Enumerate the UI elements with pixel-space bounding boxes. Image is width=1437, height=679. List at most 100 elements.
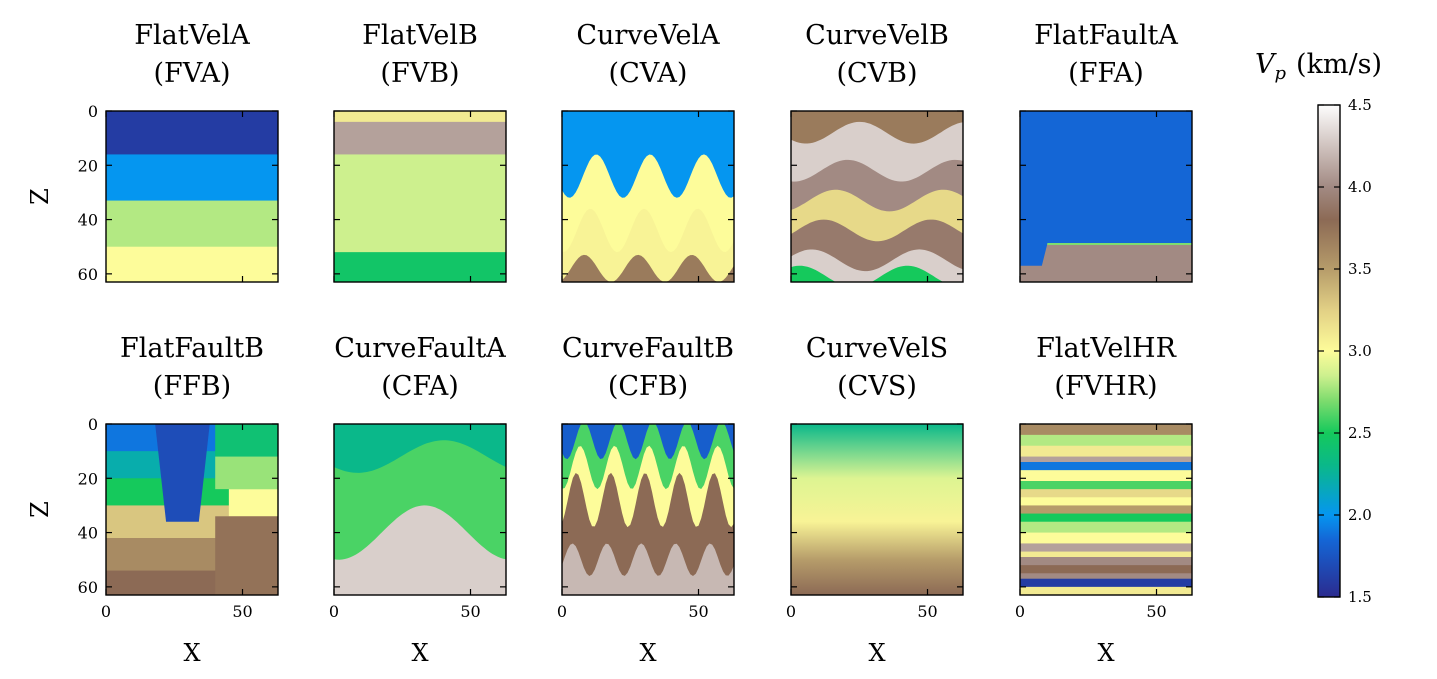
velocity-layer bbox=[1020, 456, 1192, 463]
x-tick-label: 50 bbox=[688, 602, 708, 621]
panel-cfa: 0 50 X CurveFaultA (CFA) bbox=[329, 333, 507, 667]
x-axis-label: X bbox=[639, 639, 656, 667]
velocity-layer bbox=[791, 265, 944, 282]
x-tick-label: 0 bbox=[557, 602, 567, 621]
panel-frame bbox=[1019, 423, 1193, 596]
panel-title-name: CurveFaultB bbox=[562, 333, 734, 364]
panel-fvhr: 0 50 X FlatVelHR (FVHR) bbox=[1015, 333, 1193, 667]
panel-cvs: 0 50 X CurveVelS (CVS) bbox=[786, 333, 964, 667]
velocity-layer bbox=[1020, 462, 1192, 471]
panel-image bbox=[106, 111, 278, 282]
velocity-layer bbox=[1020, 573, 1192, 580]
y-tick-label: 40 bbox=[78, 524, 98, 543]
velocity-layer bbox=[1020, 532, 1192, 544]
velocity-layer bbox=[334, 252, 506, 282]
panel-image bbox=[1020, 424, 1192, 595]
panel-ffb: 0 50 0 20 40 60 X Z FlatFaultB (FFB) bbox=[26, 333, 279, 667]
panel-frame bbox=[105, 423, 279, 596]
panel-fvb: FlatVelB (FVB) bbox=[333, 20, 507, 283]
panel-image bbox=[562, 424, 734, 595]
velocity-layer bbox=[1020, 244, 1192, 282]
x-axis-label: X bbox=[411, 639, 428, 667]
panel-cfb: 0 50 X CurveFaultB (CFB) bbox=[557, 333, 735, 667]
panel-title-name: CurveVelS bbox=[806, 333, 948, 364]
panel-title-name: CurveVelB bbox=[805, 20, 949, 51]
velocity-layer bbox=[1020, 586, 1192, 595]
y-axis-label: Z bbox=[26, 501, 54, 518]
panel-title-abbrev: (FVB) bbox=[380, 58, 459, 89]
colorbar-tick-label: 4.5 bbox=[1348, 96, 1372, 114]
velocity-layer bbox=[1020, 470, 1192, 482]
y-tick-label: 0 bbox=[88, 415, 98, 434]
y-tick-label: 20 bbox=[78, 156, 98, 175]
panel-fva: 0 20 40 60 Z FlatVelA (FVA) bbox=[26, 20, 279, 284]
panel-title-abbrev: (CFB) bbox=[608, 371, 688, 402]
velocity-layer bbox=[562, 254, 734, 282]
colorbar-tick-label: 2.5 bbox=[1348, 424, 1372, 442]
panel-frame bbox=[105, 110, 279, 283]
fault-block bbox=[155, 424, 210, 522]
panel-ffa: FlatFaultA (FFA) bbox=[1019, 20, 1193, 283]
panel-image bbox=[334, 424, 506, 595]
panel-title-name: FlatVelHR bbox=[1036, 333, 1176, 364]
panel-title-name: FlatFaultA bbox=[1034, 20, 1178, 51]
panel-title-name: CurveVelA bbox=[576, 20, 720, 51]
velocity-layer bbox=[1020, 557, 1192, 566]
colorbar-tick-label: 3.5 bbox=[1348, 260, 1372, 278]
colorbar-tick-label: 4.0 bbox=[1348, 178, 1372, 196]
velocity-layer bbox=[106, 154, 278, 202]
colorbar-tick-label: 2.0 bbox=[1348, 506, 1372, 524]
x-tick-label: 0 bbox=[101, 602, 111, 621]
x-axis-label: X bbox=[868, 639, 885, 667]
panel-cvb: CurveVelB (CVB) bbox=[790, 20, 964, 283]
velocity-layer bbox=[334, 505, 506, 595]
velocity-layer bbox=[1020, 521, 1192, 534]
panel-image bbox=[106, 424, 278, 595]
x-tick-label: 50 bbox=[1146, 602, 1166, 621]
x-tick-label: 0 bbox=[786, 602, 796, 621]
colorbar-label: Vp (km/s) bbox=[1255, 49, 1382, 84]
panel-title-abbrev: (CVS) bbox=[837, 371, 917, 402]
velocity-layer bbox=[1020, 551, 1192, 558]
velocity-layer bbox=[334, 111, 506, 123]
velocity-layer bbox=[106, 200, 278, 248]
panel-title-abbrev: (FVHR) bbox=[1054, 371, 1157, 402]
velocity-field bbox=[791, 424, 963, 595]
colorbar-tick-label: 3.0 bbox=[1348, 342, 1372, 360]
velocity-layer bbox=[334, 121, 506, 155]
y-tick-label: 60 bbox=[78, 578, 98, 597]
velocity-layer bbox=[106, 246, 278, 282]
panel-title-abbrev: (FFA) bbox=[1068, 58, 1144, 89]
velocity-layer bbox=[1020, 513, 1192, 523]
velocity-layer bbox=[1020, 565, 1192, 574]
fault-block bbox=[215, 424, 278, 457]
panel-title-name: FlatVelB bbox=[362, 20, 478, 51]
colorbar-tick-label: 1.5 bbox=[1348, 588, 1372, 606]
panel-title-abbrev: (CVA) bbox=[609, 58, 688, 89]
velocity-layer bbox=[1020, 481, 1192, 490]
panel-frame bbox=[333, 423, 507, 596]
velocity-layer bbox=[106, 111, 278, 155]
panel-title-abbrev: (CFA) bbox=[381, 371, 459, 402]
velocity-layer bbox=[1020, 424, 1192, 436]
y-tick-label: 40 bbox=[78, 211, 98, 230]
panels-group: 0 20 40 60 Z FlatVelA (FVA) FlatVelB (FVB) CurveV… bbox=[26, 20, 1193, 667]
colorbar-label-symbol: V bbox=[1255, 49, 1277, 80]
panel-frame bbox=[790, 110, 964, 283]
colorbar-label-unit: (km/s) bbox=[1296, 49, 1382, 80]
panel-title-abbrev: (FFB) bbox=[153, 371, 231, 402]
colorbar-ticks: 1.5 2.0 2.5 3.0 3.5 4.0 4.5 bbox=[1318, 96, 1372, 606]
x-tick-label: 0 bbox=[329, 602, 339, 621]
velocity-layer bbox=[1020, 489, 1192, 498]
panel-frame bbox=[561, 110, 735, 283]
x-tick-label: 50 bbox=[917, 602, 937, 621]
velocity-layer bbox=[1020, 445, 1192, 458]
panel-image bbox=[1020, 111, 1192, 282]
velocity-layer bbox=[1020, 434, 1192, 447]
velocity-layer bbox=[1020, 505, 1192, 515]
panel-title-name: CurveFaultA bbox=[334, 333, 506, 364]
panel-frame bbox=[790, 423, 964, 596]
y-tick-label: 0 bbox=[88, 102, 98, 121]
panel-title-abbrev: (FVA) bbox=[154, 58, 231, 89]
